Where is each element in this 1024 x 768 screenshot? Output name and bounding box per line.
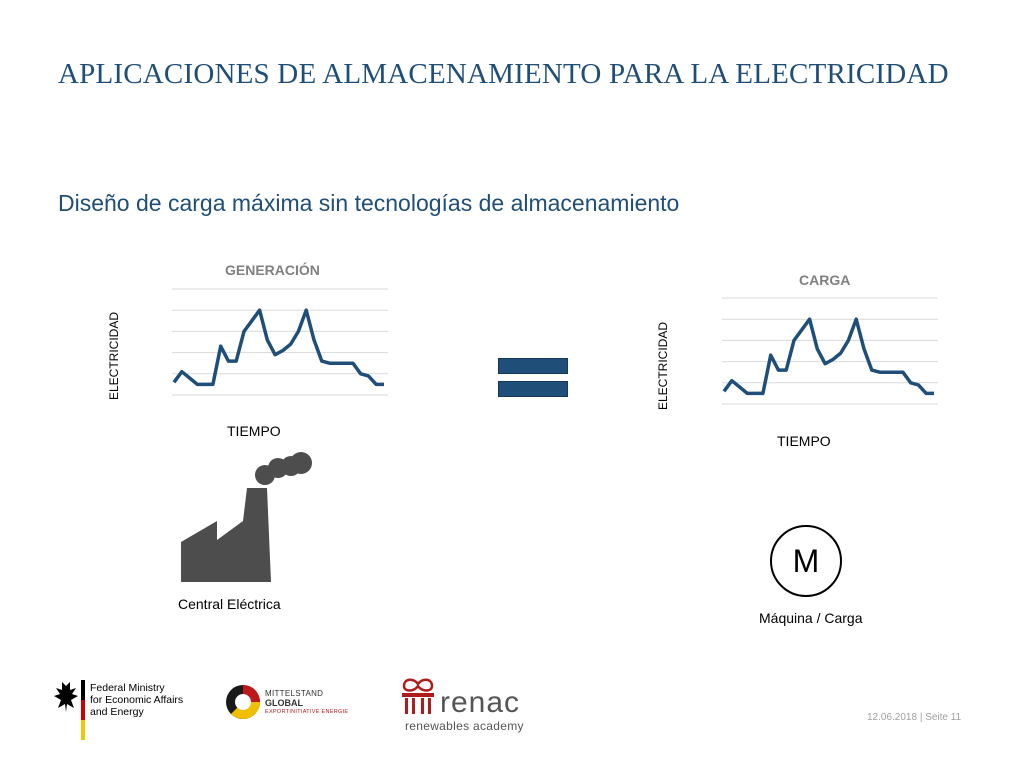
equals-bar-top [498, 358, 568, 374]
load-chart [722, 297, 938, 405]
renac-wordmark: renac [440, 686, 521, 719]
x-axis-label-generacion: TIEMPO [227, 423, 281, 439]
renac-logo-icon [402, 678, 434, 714]
bmwi-line-1: Federal Ministry [90, 682, 165, 694]
mittelstand-global-logo-icon [226, 685, 260, 719]
chart-title-generacion: GENERACIÓN [225, 262, 320, 278]
chart-title-carga: CARGA [799, 272, 851, 288]
equals-bar-bottom [498, 381, 568, 397]
global-text: GLOBAL [265, 698, 303, 708]
x-axis-label-carga: TIEMPO [777, 433, 831, 449]
renac-tagline: renewables academy [405, 719, 524, 733]
series-line [722, 317, 934, 396]
y-axis-label-carga: ELECTRICIDAD [656, 321, 670, 410]
footer-date-page: 12.06.2018 | Seite 11 [867, 712, 962, 723]
slide-title: APLICACIONES DE ALMACENAMIENTO PARA LA E… [58, 58, 949, 90]
mittelstand-text: MITTELSTAND [265, 689, 324, 698]
exportinitiative-text: EXPORTINITIATIVE ENERGIE [265, 709, 349, 715]
equals-sign [498, 358, 568, 404]
bmwi-line-3: and Energy [90, 706, 144, 718]
motor-icon: M [770, 525, 842, 597]
factory-icon [181, 452, 312, 582]
federal-eagle-icon [54, 680, 85, 740]
bmwi-line-2: for Economic Affairs [90, 694, 184, 706]
slide-subtitle: Diseño de carga máxima sin tecnologías d… [58, 190, 680, 216]
bmwi-logo-text: Federal Ministry for Economic Affairs an… [90, 682, 183, 718]
motor-letter: M [792, 542, 820, 579]
y-axis-label-generacion: ELECTRICIDAD [107, 311, 121, 400]
series-line [172, 308, 384, 387]
generation-chart [172, 288, 388, 396]
motor-caption: Máquina / Carga [759, 610, 863, 626]
factory-caption: Central Eléctrica [178, 596, 281, 612]
